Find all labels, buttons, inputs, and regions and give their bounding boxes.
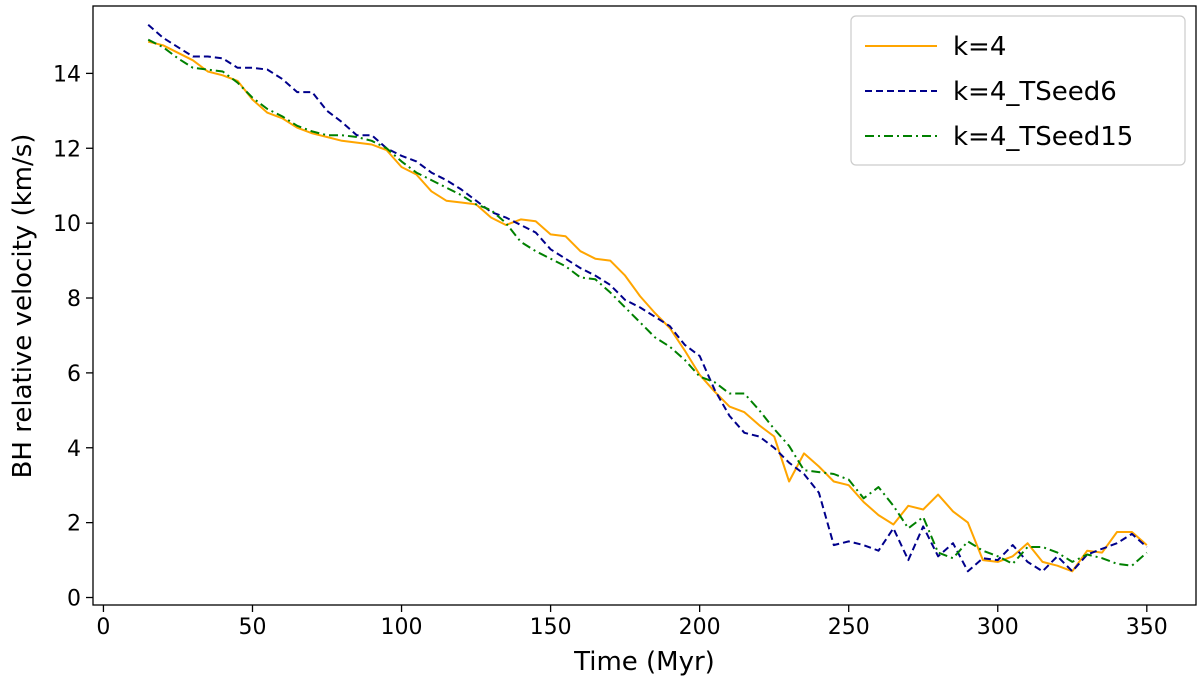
- y-tick-label: 14: [53, 62, 81, 87]
- y-tick-label: 4: [67, 437, 81, 462]
- series-line-2: [147, 23, 1148, 573]
- y-tick-label: 0: [67, 587, 81, 612]
- y-tick-label: 12: [53, 137, 81, 162]
- y-tick-label: 10: [53, 212, 81, 237]
- y-axis: 0 2 4 6 8 10 12 14: [53, 62, 93, 612]
- x-axis-title: Time (Myr): [573, 647, 715, 677]
- x-tick-label: 300: [977, 615, 1019, 640]
- x-tick-label: 50: [238, 615, 266, 640]
- x-tick-label: 350: [1126, 615, 1168, 640]
- y-tick-label: 6: [67, 362, 81, 387]
- x-tick-label: 100: [381, 615, 423, 640]
- series-layer: [147, 23, 1148, 573]
- legend-box: [850, 15, 1186, 166]
- legend-label-3: k=4_TSeed15: [953, 122, 1133, 152]
- series-line-3: [147, 38, 1148, 567]
- legend-items: k=4 k=4_TSeed6 k=4_TSeed15: [865, 32, 1133, 152]
- legend: k=4 k=4_TSeed6 k=4_TSeed15: [850, 15, 1186, 166]
- x-tick-label: 250: [828, 615, 870, 640]
- plot-frame: [92, 5, 1197, 606]
- y-tick-label: 8: [67, 287, 81, 312]
- series-line-1: [147, 40, 1148, 573]
- legend-label-1: k=4: [953, 32, 1006, 62]
- x-tick-label: 200: [679, 615, 721, 640]
- y-tick-label: 2: [67, 512, 81, 537]
- x-tick-label: 0: [96, 615, 110, 640]
- y-axis-title: BH relative velocity (km/s): [8, 134, 38, 479]
- x-axis: 0 50 100 150 200 250 300 350: [96, 605, 1168, 640]
- legend-label-2: k=4_TSeed6: [953, 77, 1117, 107]
- x-tick-label: 150: [530, 615, 572, 640]
